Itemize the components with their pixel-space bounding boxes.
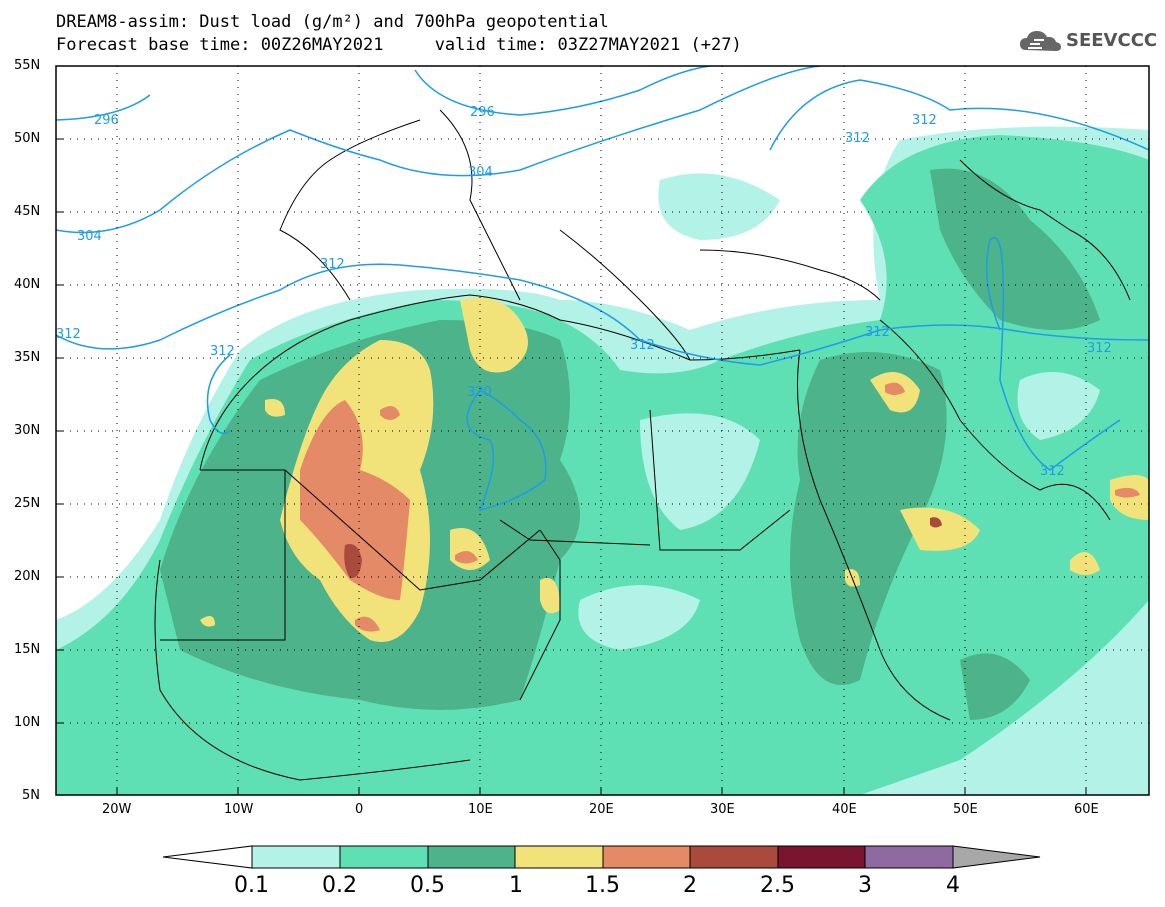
colorbar-swatch bbox=[339, 845, 429, 869]
lat-label: 45N bbox=[14, 204, 41, 219]
colorbar-label: 0.2 bbox=[322, 873, 357, 898]
contour-label: 312 bbox=[845, 131, 870, 146]
colorbar-swatch bbox=[689, 845, 779, 869]
lat-label: 50N bbox=[14, 131, 41, 146]
chart-title: DREAM8-assim: Dust load (g/m²) and 700hP… bbox=[56, 12, 609, 32]
colorbar-label: 1 bbox=[509, 873, 523, 898]
contour-label: 296 bbox=[94, 113, 119, 128]
lat-label: 30N bbox=[14, 423, 41, 438]
lon-label: 20W bbox=[102, 802, 132, 817]
colorbar-label: 3 bbox=[858, 873, 872, 898]
lat-label: 55N bbox=[14, 58, 41, 73]
lat-label: 25N bbox=[14, 496, 41, 511]
contour-label: 304 bbox=[468, 165, 493, 180]
lat-label: 35N bbox=[14, 350, 41, 365]
contour-312-east bbox=[769, 79, 1149, 151]
contour-label: 312 bbox=[210, 344, 235, 359]
lon-label: 50E bbox=[953, 802, 978, 817]
colorbar bbox=[162, 845, 1041, 869]
dust-band-2 bbox=[344, 544, 362, 579]
contour-label: 312 bbox=[56, 327, 81, 342]
graticule bbox=[56, 66, 1149, 795]
dust-band-1.5 bbox=[300, 400, 410, 600]
cloud-icon bbox=[1020, 31, 1061, 51]
contour-312-main bbox=[56, 263, 1149, 366]
contour-label: 312 bbox=[912, 113, 937, 128]
coastlines bbox=[154, 109, 1131, 781]
colorbar-swatch bbox=[251, 845, 341, 869]
colorbar-label: 2 bbox=[683, 873, 697, 898]
colorbar-label: 1.5 bbox=[585, 873, 620, 898]
colorbar-swatch bbox=[777, 845, 866, 869]
logo-text: SEEVCCC bbox=[1066, 30, 1158, 51]
lon-label: 60E bbox=[1074, 802, 1099, 817]
lon-label: 20E bbox=[589, 802, 614, 817]
contour-296-north bbox=[414, 66, 711, 116]
contour-312-mideast bbox=[985, 237, 1121, 471]
colorbar-low-arrow bbox=[162, 845, 253, 869]
lat-label: 5N bbox=[22, 788, 40, 803]
colorbar-high-arrow bbox=[952, 845, 1041, 869]
lat-label: 40N bbox=[14, 277, 41, 292]
seevccc-logo: SEEVCCC bbox=[1018, 26, 1158, 56]
chart-subtitle: Forecast base time: 00Z26MAY2021 valid t… bbox=[56, 35, 742, 55]
lon-label: 40E bbox=[832, 802, 857, 817]
contour-label: 312 bbox=[1087, 341, 1112, 356]
contour-label-layer: 296 296 304 304 312 312 312 312 312 312 … bbox=[56, 105, 1112, 479]
contour-304 bbox=[56, 66, 821, 234]
colorbar-swatch bbox=[514, 845, 604, 869]
colorbar-label: 2.5 bbox=[760, 873, 795, 898]
colorbar-swatch bbox=[602, 845, 691, 869]
contour-label: 320 bbox=[467, 385, 492, 400]
contour-label: 312 bbox=[630, 338, 655, 353]
colorbar-label: 4 bbox=[946, 873, 960, 898]
contour-312-loop bbox=[206, 354, 231, 435]
colorbar-label: 0.5 bbox=[410, 873, 445, 898]
axis-ticks bbox=[56, 138, 1087, 795]
contour-label: 312 bbox=[320, 257, 345, 272]
contour-label: 304 bbox=[77, 229, 102, 244]
lat-label: 15N bbox=[14, 642, 41, 657]
contour-296-west bbox=[56, 94, 151, 121]
contour-320 bbox=[466, 389, 547, 512]
lon-label: 30E bbox=[710, 802, 735, 817]
geopotential-contours bbox=[56, 66, 1149, 512]
lon-label: 10W bbox=[224, 802, 254, 817]
lat-label: 10N bbox=[14, 715, 41, 730]
lon-label: 10E bbox=[468, 802, 493, 817]
colorbar-label: 0.1 bbox=[234, 873, 269, 898]
contour-label: 312 bbox=[1040, 464, 1065, 479]
colorbar-swatch bbox=[427, 845, 516, 869]
lon-label: 0 bbox=[355, 802, 364, 817]
contour-label: 312 bbox=[865, 325, 890, 340]
colorbar-swatch bbox=[864, 845, 954, 869]
contour-label: 296 bbox=[470, 105, 495, 120]
lat-label: 20N bbox=[14, 569, 41, 584]
